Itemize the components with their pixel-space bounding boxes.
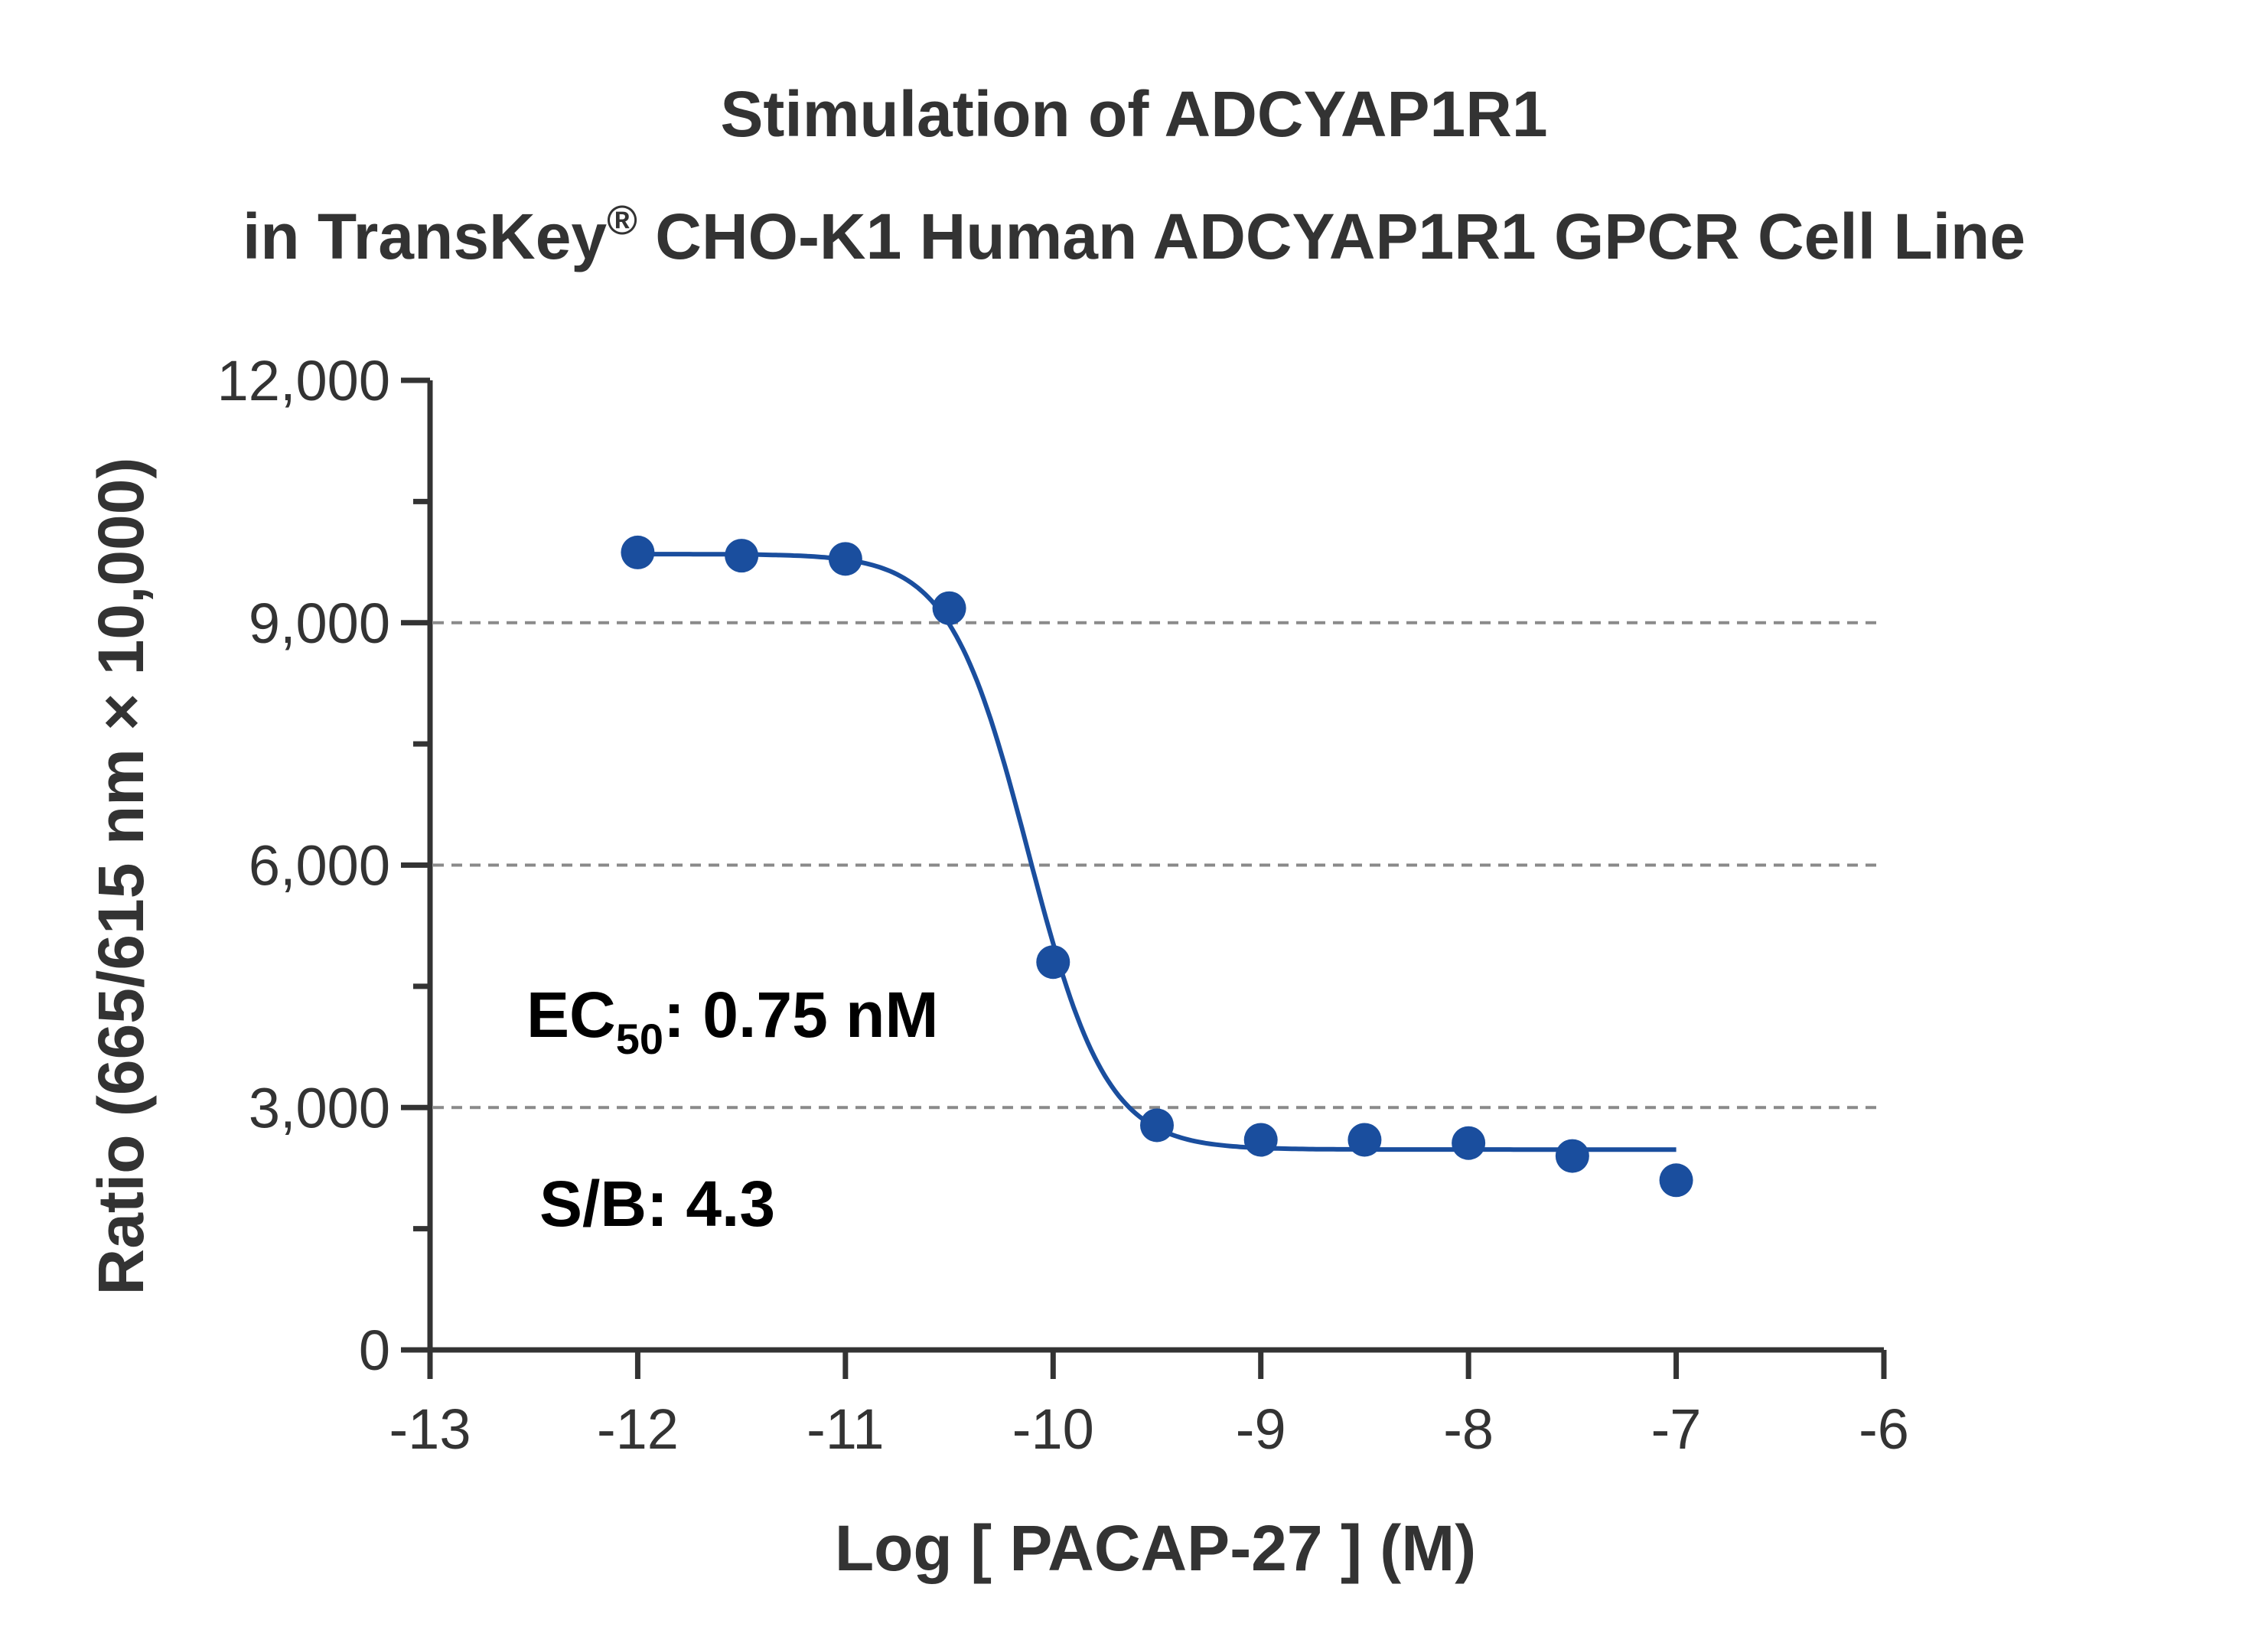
- x-tick-label: -7: [1651, 1397, 1702, 1461]
- fit-curve-line: [637, 552, 1677, 1152]
- title-line2-part-b: CHO-K1 Human ADCYAP1R1 GPCR Cell Line: [637, 200, 2025, 272]
- x-tick-label: -12: [597, 1397, 679, 1461]
- y-tick-label: 12,000: [217, 349, 390, 412]
- data-point: [1036, 945, 1070, 980]
- chart-title-line2: in TransKey® CHO-K1 Human ADCYAP1R1 GPCR…: [243, 197, 2025, 272]
- y-axis-label: Ratio (665/615 nm × 10,000): [85, 458, 157, 1296]
- y-tick-label: 3,000: [249, 1076, 390, 1139]
- data-point: [621, 535, 655, 569]
- ec50-subscript: 50: [616, 1015, 663, 1063]
- data-point: [1347, 1123, 1382, 1157]
- data-points: [621, 535, 1693, 1198]
- data-point: [725, 539, 759, 573]
- x-tick-label: -9: [1236, 1397, 1286, 1461]
- ec50-value: : 0.75 nM: [663, 979, 938, 1051]
- x-axis-label: Log [ PACAP-27 ] (M): [835, 1512, 1476, 1584]
- ec50-annotation: EC50: 0.75 nM: [526, 979, 938, 1063]
- sb-annotation: S/B: 4.3: [539, 1168, 775, 1240]
- x-tick-label: -10: [1012, 1397, 1094, 1461]
- y-tick-label: 6,000: [249, 834, 390, 898]
- y-tick-label: 9,000: [249, 592, 390, 655]
- fit-curve: [637, 552, 1677, 1152]
- data-point: [1555, 1139, 1589, 1173]
- data-point: [828, 542, 862, 576]
- ec50-prefix: EC: [526, 979, 616, 1051]
- data-point: [1243, 1123, 1278, 1157]
- gridlines: [433, 621, 1884, 1110]
- x-tick-label: -13: [389, 1397, 471, 1461]
- data-point: [1452, 1126, 1486, 1160]
- x-tick-label: -8: [1443, 1397, 1494, 1461]
- ticks: 0 3,000 6,000 9,000 12,000 -13 -12 -11 -10 -9 -8 -7…: [217, 349, 1909, 1461]
- registered-mark: ®: [607, 197, 637, 243]
- y-tick-label: 0: [359, 1319, 390, 1382]
- data-point: [1659, 1163, 1693, 1198]
- title-line2-part-a: in TransKey: [243, 200, 607, 272]
- data-point: [1140, 1108, 1174, 1143]
- chart-title-line1: Stimulation of ADCYAP1R1: [720, 78, 1547, 150]
- data-point: [932, 591, 966, 625]
- x-tick-label: -6: [1859, 1397, 1909, 1461]
- x-tick-label: -11: [807, 1397, 884, 1461]
